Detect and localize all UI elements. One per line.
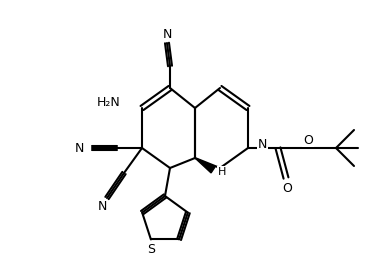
Text: H₂N: H₂N	[96, 97, 120, 109]
Text: N: N	[162, 28, 172, 40]
Polygon shape	[195, 158, 215, 173]
Text: N: N	[74, 142, 84, 155]
Text: H: H	[218, 167, 226, 177]
Text: O: O	[282, 182, 292, 194]
Text: O: O	[303, 133, 313, 147]
Text: S: S	[147, 243, 155, 256]
Text: N: N	[97, 200, 107, 213]
Text: N: N	[258, 139, 268, 152]
